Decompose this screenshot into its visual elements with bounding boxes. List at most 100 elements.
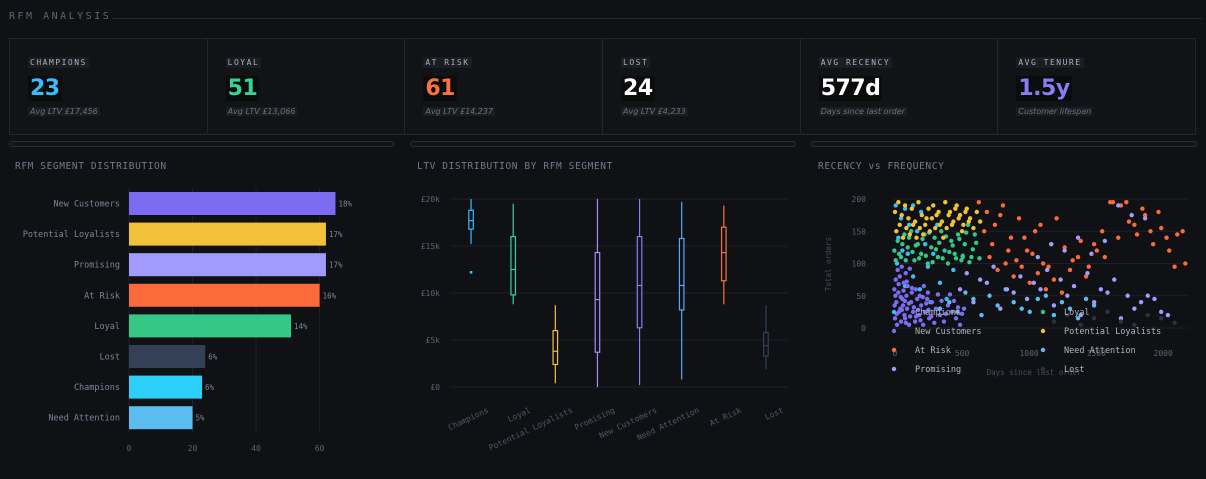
- x-tick-label: 1000: [1019, 349, 1038, 358]
- data-point: [1058, 277, 1063, 282]
- x-tick-label: 40: [251, 444, 261, 453]
- data-point: [987, 254, 992, 260]
- data-point: [1152, 296, 1157, 302]
- data-point: [960, 253, 965, 258]
- y-tick-label: 100: [852, 260, 867, 269]
- data-point: [1018, 274, 1023, 279]
- data-point: [1004, 287, 1010, 292]
- panel-resize-bar-scatter[interactable]: [811, 141, 1197, 147]
- data-point: [1024, 296, 1030, 302]
- data-point: [937, 280, 943, 286]
- data-point: [1138, 300, 1144, 305]
- data-point: [1075, 316, 1081, 321]
- kpi-label: AVG TENURE: [1016, 57, 1084, 68]
- y-tick-label: £15k: [421, 242, 440, 251]
- data-point: [913, 287, 918, 292]
- data-point: [912, 219, 918, 224]
- data-point: [967, 260, 972, 265]
- data-point: [1129, 212, 1134, 218]
- data-point: [943, 200, 948, 205]
- data-point: [1150, 241, 1156, 247]
- data-point: [967, 216, 973, 221]
- data-point: [1165, 312, 1171, 318]
- data-point: [939, 229, 944, 234]
- data-point: [931, 251, 936, 257]
- data-point: [959, 311, 965, 317]
- kpi-subtext: Days since last order: [818, 107, 907, 116]
- data-point: [906, 301, 912, 306]
- data-point: [1126, 219, 1132, 224]
- data-point: [950, 243, 955, 248]
- bar: [129, 375, 203, 399]
- data-point: [1027, 309, 1032, 315]
- data-point: [1051, 319, 1057, 324]
- data-point: [977, 219, 983, 224]
- data-point: [998, 212, 1003, 218]
- data-point: [1032, 229, 1038, 234]
- data-point: [1067, 267, 1073, 273]
- data-point: [954, 203, 959, 208]
- data-point: [1067, 306, 1073, 311]
- data-point: [964, 206, 969, 211]
- kpi-card-lost: LOST 24 Avg LTV £4,233: [603, 39, 801, 134]
- data-point: [900, 241, 905, 247]
- data-point: [998, 306, 1003, 311]
- ltv-chart-title: LTV DISTRIBUTION BY RFM SEGMENT: [417, 161, 613, 172]
- data-point: [1183, 261, 1188, 266]
- data-point: [1180, 229, 1185, 234]
- category-label: Lost: [100, 353, 120, 363]
- category-label: Promising: [74, 261, 120, 271]
- data-point: [1118, 316, 1124, 321]
- box: [636, 235, 643, 329]
- data-point: [926, 307, 931, 313]
- data-point: [1099, 229, 1105, 234]
- legend-marker: [891, 309, 897, 315]
- data-point: [913, 243, 918, 248]
- data-point: [906, 216, 911, 221]
- kpi-value: 577d: [818, 76, 883, 101]
- data-point: [1070, 258, 1075, 263]
- data-point: [933, 247, 939, 252]
- data-point: [925, 290, 931, 295]
- data-point: [951, 298, 957, 304]
- data-point: [1038, 287, 1043, 292]
- kpi-card-at-risk: AT RISK 61 Avg LTV £14,237: [405, 39, 604, 134]
- data-point: [1051, 303, 1057, 308]
- data-point: [1040, 261, 1046, 266]
- data-point: [922, 309, 928, 315]
- legend-marker: [891, 328, 897, 334]
- data-point: [1132, 306, 1137, 311]
- y-tick-label: 50: [856, 292, 866, 301]
- panel-resize-bar-ltv[interactable]: [410, 141, 796, 147]
- data-point: [1116, 203, 1121, 208]
- data-point: [914, 229, 920, 234]
- panel-resize-bar-segments[interactable]: [9, 141, 394, 147]
- data-point: [903, 320, 909, 326]
- data-point: [914, 296, 920, 302]
- data-point: [1102, 238, 1108, 244]
- y-tick-label: 150: [852, 227, 867, 236]
- legend-label: Champions: [915, 308, 961, 318]
- data-point: [904, 293, 909, 298]
- bar: [129, 406, 193, 430]
- data-point: [892, 287, 897, 292]
- data-point: [952, 251, 957, 257]
- data-point: [917, 225, 923, 231]
- data-point: [947, 249, 952, 255]
- y-axis-label: Total orders: [824, 237, 833, 291]
- kpi-value: 23: [28, 76, 62, 101]
- data-point: [953, 316, 959, 321]
- data-label: 18%: [338, 200, 352, 209]
- data-point: [979, 312, 984, 318]
- data-point: [947, 292, 953, 297]
- data-point: [987, 293, 992, 298]
- data-point: [897, 222, 902, 227]
- data-point: [895, 267, 900, 273]
- box: [763, 331, 769, 357]
- kpi-subtext: Avg LTV £4,233: [621, 107, 688, 116]
- data-point: [919, 212, 925, 218]
- data-point: [1105, 309, 1110, 315]
- recency-frequency-scatter: 0 50 100 150 200 Total orders 0 500 1000 1500 2000…: [824, 195, 1188, 377]
- page-title: RFM ANALYSIS: [9, 11, 112, 22]
